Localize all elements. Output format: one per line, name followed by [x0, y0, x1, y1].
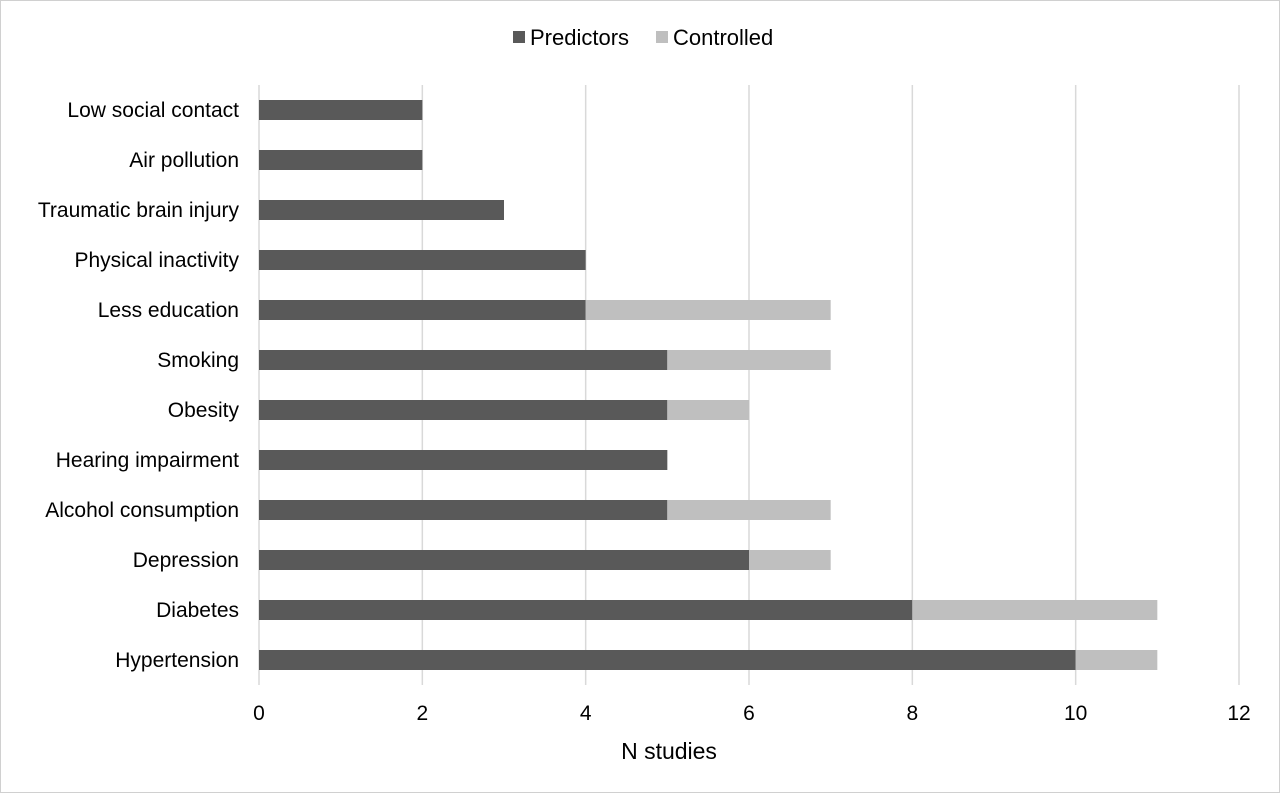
legend-label-controlled: Controlled: [673, 25, 773, 50]
category-label: Hypertension: [115, 649, 239, 672]
category-label: Traumatic brain injury: [38, 199, 240, 222]
bars: [259, 100, 1158, 670]
bar-predictors: [259, 150, 423, 170]
bar-predictors: [259, 300, 586, 320]
x-tick-label: 4: [580, 702, 592, 725]
x-tick-label: 0: [253, 702, 265, 725]
x-tick-label: 10: [1064, 702, 1087, 725]
bar-controlled: [667, 500, 831, 520]
x-tick-labels: 0 2 4 6 8 10 12: [253, 702, 1251, 725]
bar-predictors: [259, 250, 586, 270]
bar-controlled: [585, 300, 831, 320]
bar-controlled: [1075, 650, 1158, 670]
x-axis-title: N studies: [621, 738, 717, 764]
legend: Predictors Controlled: [513, 25, 773, 50]
category-label: Diabetes: [156, 599, 239, 622]
bar-controlled: [749, 550, 831, 570]
bar-predictors: [259, 350, 668, 370]
bar-predictors: [259, 550, 749, 570]
legend-swatch-predictors: [513, 31, 525, 43]
legend-swatch-controlled: [656, 31, 668, 43]
category-labels: Low social contact Air pollution Traumatic…: [38, 99, 240, 672]
bar-predictors: [259, 100, 423, 120]
bar-predictors: [259, 450, 668, 470]
gridlines: [258, 85, 1240, 685]
bar-controlled: [667, 400, 749, 420]
category-label: Depression: [133, 549, 239, 572]
bar-predictors: [259, 500, 668, 520]
category-label: Smoking: [157, 349, 239, 372]
category-label: Obesity: [168, 399, 240, 422]
x-tick-label: 6: [743, 702, 755, 725]
x-tick-label: 12: [1227, 702, 1250, 725]
bar-controlled: [912, 600, 1158, 620]
category-label: Less education: [98, 299, 239, 322]
x-tick-label: 2: [416, 702, 428, 725]
category-label: Alcohol consumption: [45, 499, 239, 522]
bar-predictors: [259, 400, 668, 420]
x-tick-label: 8: [906, 702, 918, 725]
bar-predictors: [259, 650, 1076, 670]
category-label: Hearing impairment: [56, 449, 239, 472]
bar-predictors: [259, 200, 504, 220]
legend-label-predictors: Predictors: [530, 25, 629, 50]
category-label: Physical inactivity: [74, 249, 239, 272]
category-label: Air pollution: [129, 149, 239, 172]
bar-controlled: [667, 350, 831, 370]
bar-predictors: [259, 600, 913, 620]
category-label: Low social contact: [67, 99, 239, 122]
